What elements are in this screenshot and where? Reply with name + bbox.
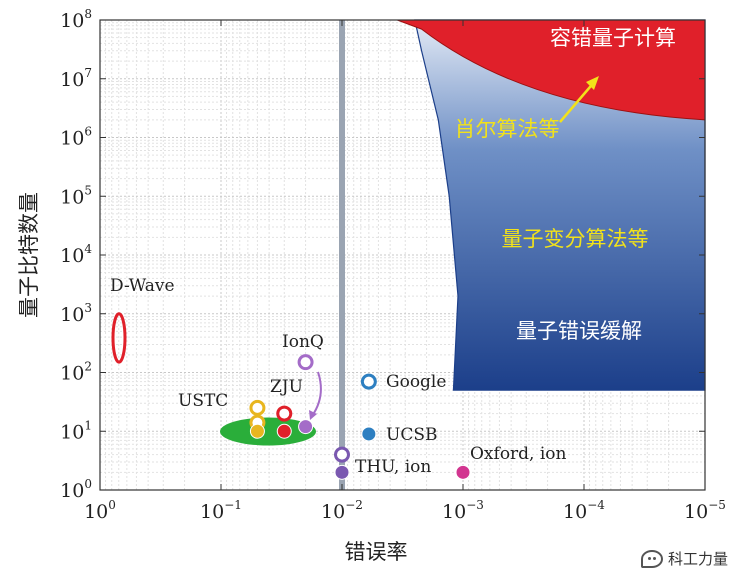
data-marks [111, 312, 471, 480]
y-tick-label: 101 [60, 418, 92, 443]
threshold-bar [339, 20, 345, 490]
region-label-2: 量子变分算法等 [502, 227, 649, 251]
y-tick-label: 105 [60, 183, 92, 208]
wechat-icon [640, 549, 663, 568]
mark-ustc [249, 399, 266, 416]
mark-point [276, 423, 292, 439]
x-tick-label: 10−2 [321, 498, 363, 523]
x-tick-label: 10−5 [684, 498, 726, 523]
mark-thu-ion [334, 446, 350, 463]
mark-d-wave [111, 312, 127, 364]
label-thu-ion: THU, ion [355, 457, 431, 477]
region-label-1: 肖尔算法等 [455, 117, 560, 141]
x-axis-title: 错误率 [345, 540, 408, 564]
mark-google [360, 373, 377, 390]
label-oxford-ion: Oxford, ion [470, 444, 567, 464]
label-ustc: USTC [178, 391, 228, 411]
mark-oxford-ion [455, 464, 471, 480]
mark-point [334, 464, 350, 480]
label-ionq: IonQ [282, 332, 324, 352]
label-ucsb: UCSB [386, 425, 437, 445]
region-red [396, 19, 706, 121]
x-tick-label: 10−3 [442, 498, 484, 523]
mark-point [249, 423, 265, 439]
ionq-arrowhead [309, 410, 317, 420]
y-tick-label: 100 [60, 477, 92, 502]
regions [339, 19, 706, 490]
y-tick-label: 102 [60, 360, 92, 385]
mark-ionq [297, 354, 314, 371]
shor-arrow [559, 79, 597, 123]
label-google: Google [386, 372, 446, 392]
region-label-0: 容错量子计算 [550, 26, 676, 50]
mark-band-ibm [220, 417, 316, 446]
y-axis-title: 量子比特数量 [17, 192, 41, 318]
x-tick-label: 10−4 [563, 498, 605, 523]
x-tick-label: 10−1 [200, 498, 242, 523]
y-tick-label: 106 [60, 125, 92, 150]
tick-labels: 100 10−1 10−2 10−3 10−4 10−5 100 101 102 103 104 10… [60, 7, 726, 523]
y-tick-label: 104 [60, 242, 92, 267]
label-d-wave: D-Wave [110, 276, 175, 296]
mark-ucsb [361, 426, 377, 442]
y-tick-label: 108 [60, 7, 92, 32]
watermark-text: 科工力量 [667, 550, 728, 568]
mark-zju [276, 405, 293, 422]
mark-point [298, 419, 314, 435]
x-tick-label: 100 [84, 498, 116, 523]
watermark: 科工力量 [640, 548, 728, 569]
y-tick-label: 103 [60, 301, 92, 326]
shor-arrowhead [586, 76, 599, 90]
label-zju: ZJU [270, 377, 303, 397]
region-label-3: 量子错误缓解 [516, 319, 642, 343]
y-tick-label: 107 [60, 66, 92, 91]
tick-marks [99, 19, 706, 491]
